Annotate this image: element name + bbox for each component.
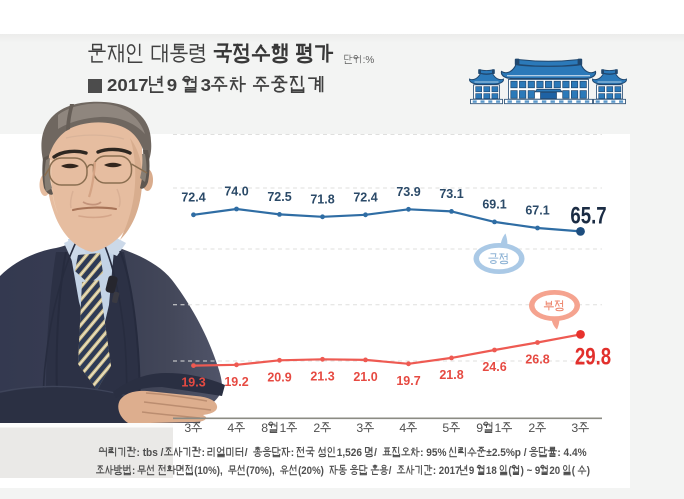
svg-text:3: 3 [571, 421, 578, 435]
svg-text:24.6: 24.6 [482, 360, 506, 374]
svg-text:3: 3 [201, 74, 211, 95]
svg-text:29.8: 29.8 [575, 342, 611, 370]
svg-text:9: 9 [167, 74, 177, 95]
svg-text::%: :% [363, 55, 375, 66]
svg-text:73.1: 73.1 [439, 187, 463, 201]
svg-text:) ~ 9: ) ~ 9 [521, 466, 541, 478]
svg-text:21.0: 21.0 [353, 370, 377, 384]
svg-text:±2.5%p /: ±2.5%p / [486, 448, 526, 459]
svg-text:21.8: 21.8 [439, 368, 463, 382]
svg-text:20: 20 [549, 466, 560, 478]
svg-text:3: 3 [356, 421, 363, 435]
svg-text:8: 8 [261, 421, 268, 435]
svg-text:20.9: 20.9 [267, 370, 291, 384]
svg-text:2017: 2017 [107, 74, 149, 95]
svg-text:(20%): (20%) [298, 466, 324, 478]
svg-text:72.4: 72.4 [353, 190, 377, 204]
svg-text:(10%),: (10%), [194, 466, 223, 478]
svg-text:2: 2 [313, 421, 320, 435]
svg-text:21.3: 21.3 [310, 369, 334, 383]
svg-text:): ) [587, 466, 590, 478]
svg-text:72.4: 72.4 [181, 190, 205, 204]
svg-text:3: 3 [184, 421, 191, 435]
svg-text:: tbs /: : tbs / [137, 448, 164, 459]
svg-text:4: 4 [399, 421, 406, 435]
svg-text:/: / [389, 466, 392, 478]
svg-text:1: 1 [495, 421, 502, 435]
svg-text:73.9: 73.9 [396, 185, 420, 199]
svg-text:9: 9 [476, 421, 483, 435]
svg-text:18: 18 [486, 466, 497, 478]
svg-text:/: / [374, 448, 377, 459]
svg-text:(70%),: (70%), [246, 466, 275, 478]
svg-text:(: ( [508, 466, 512, 478]
svg-text:19.2: 19.2 [224, 375, 248, 389]
svg-text:(: ( [572, 466, 576, 478]
svg-text::: : [291, 448, 294, 459]
svg-text:26.8: 26.8 [525, 353, 549, 367]
svg-text:69.1: 69.1 [482, 197, 506, 211]
svg-text:4: 4 [227, 421, 234, 435]
svg-text:: 2017: : 2017 [433, 466, 461, 478]
svg-text:71.8: 71.8 [310, 192, 334, 206]
svg-text:5: 5 [442, 421, 449, 435]
svg-text:19.3: 19.3 [181, 376, 205, 390]
svg-text:74.0: 74.0 [224, 185, 248, 199]
svg-text:/: / [245, 448, 248, 459]
svg-text:: 95%: : 95% [420, 448, 446, 459]
svg-text::: : [202, 448, 205, 459]
svg-text:19.7: 19.7 [396, 374, 420, 388]
svg-text::: : [132, 466, 135, 478]
svg-text:1,526: 1,526 [337, 448, 362, 459]
svg-text:1: 1 [280, 421, 287, 435]
svg-text:2: 2 [528, 421, 535, 435]
svg-text:: 4.4%: : 4.4% [557, 448, 586, 459]
svg-text:9: 9 [469, 466, 475, 478]
svg-text:65.7: 65.7 [570, 201, 606, 229]
svg-text:67.1: 67.1 [525, 204, 549, 218]
svg-text:72.5: 72.5 [267, 190, 291, 204]
